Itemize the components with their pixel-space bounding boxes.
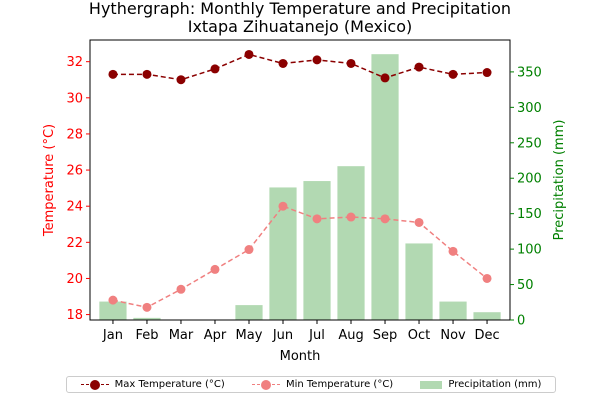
y-right-tick-label: 250 [517,136,542,151]
x-tick-label: May [236,328,263,343]
min-temp-point-nov [449,247,458,256]
precip-bar-nov [439,302,466,320]
min-temp-point-dec [483,274,492,283]
y-left-tick-label: 18 [66,308,83,323]
temperature-lines [108,50,491,312]
max-temp-point-may [244,50,253,59]
min-temp-point-mar [176,285,185,294]
max-temp-point-jun [278,59,287,68]
x-tick-label: Oct [408,328,430,343]
legend-label-precip: Precipitation (mm) [448,379,541,390]
min-temp-point-jan [108,296,117,305]
x-tick-label: Feb [135,328,158,343]
max-temp-point-apr [210,64,219,73]
x-tick-label: Jun [272,328,293,343]
min-temp-point-jun [278,202,287,211]
x-tick-label: Jan [102,328,123,343]
x-tick-label: Dec [474,328,499,343]
legend-swatch-min [252,380,280,390]
y-left-tick-label: 24 [66,200,83,215]
y-right-tick-label: 50 [517,278,534,293]
x-tick-label: Apr [204,328,227,343]
max-temp-point-nov [449,70,458,79]
chart-subtitle: Ixtapa Zihuatanejo (Mexico) [188,17,413,36]
max-temp-point-jan [108,70,117,79]
y-right-tick-label: 350 [517,65,542,80]
x-tick-label: Jul [308,328,325,343]
y-left-tick-label: 22 [66,236,83,251]
precip-bar-sep [371,54,398,320]
y-right-tick-label: 0 [517,314,525,329]
legend-item-min: Min Temperature (°C) [252,379,393,390]
min-temp-point-may [244,245,253,254]
x-tick-label: Aug [338,328,363,343]
max-temp-point-sep [381,73,390,82]
y-axis-right-label: Precipitation (mm) [552,120,567,241]
max-temp-point-jul [313,55,322,64]
precipitation-bars [99,54,500,320]
max-temp-point-oct [415,63,424,72]
max-temp-point-dec [483,68,492,77]
min-temp-point-jul [313,214,322,223]
chart-title: Hythergraph: Monthly Temperature and Pre… [89,0,511,18]
y-left-tick-label: 20 [66,272,83,287]
x-tick-label: Nov [440,328,466,343]
min-temp-point-feb [142,303,151,312]
precip-bar-aug [337,166,364,320]
x-tick-label: Sep [373,328,398,343]
legend-swatch-max [81,380,109,390]
plot-frame [90,40,510,320]
x-tick-label: Mar [169,328,194,343]
y-left-tick-label: 32 [66,55,83,70]
min-temp-point-oct [415,218,424,227]
legend-item-max: Max Temperature (°C) [81,379,225,390]
max-temp-point-mar [176,75,185,84]
y-right-tick-label: 300 [517,101,542,116]
precip-bar-jul [303,181,330,320]
y-left-tick-label: 30 [66,91,83,106]
legend-label-max: Max Temperature (°C) [115,379,225,390]
y-right-tick-label: 200 [517,172,542,187]
y-left-tick-label: 28 [66,127,83,142]
min-temp-point-aug [347,213,356,222]
precip-bar-oct [405,243,432,320]
legend-label-min: Min Temperature (°C) [286,379,393,390]
legend-item-precip: Precipitation (mm) [420,379,541,390]
y-left-tick-label: 26 [66,164,83,179]
legend-swatch-precip [420,381,442,389]
legend: Max Temperature (°C) Min Temperature (°C… [66,376,556,393]
x-axis-label: Month [280,349,321,364]
max-temp-point-aug [347,59,356,68]
y-right-tick-label: 100 [517,243,542,258]
min-temp-point-sep [381,214,390,223]
min-temp-point-apr [210,265,219,274]
max-temp-line [113,54,487,79]
max-temp-point-feb [142,70,151,79]
y-right-tick-label: 150 [517,207,542,222]
precip-bar-dec [473,312,500,320]
y-axis-left-label: Temperature (°C) [42,124,57,237]
precip-bar-may [235,305,262,320]
